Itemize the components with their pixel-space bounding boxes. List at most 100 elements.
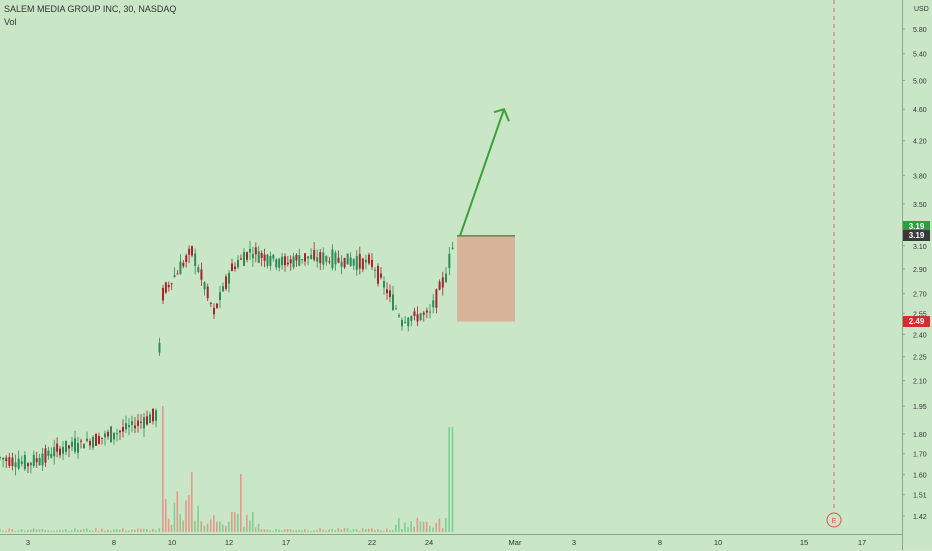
price-tick-label: 3.10 — [913, 244, 927, 251]
volume-bar — [107, 529, 109, 532]
candle-body — [237, 260, 239, 268]
candle-body — [137, 420, 139, 426]
target-arrow — [459, 108, 505, 237]
candle-body — [304, 253, 306, 262]
candle-body — [284, 256, 286, 266]
candle-body — [377, 265, 379, 284]
candle-body — [260, 252, 263, 258]
price-tick-label: 2.10 — [913, 379, 927, 386]
candle-body — [441, 277, 444, 288]
price-tick-label: 1.51 — [913, 493, 927, 500]
volume-bar — [27, 530, 29, 532]
volume-bar — [176, 491, 179, 532]
volume-bar — [134, 529, 136, 532]
candle-body — [367, 254, 370, 264]
candle-body — [246, 252, 248, 260]
candle-body — [349, 257, 352, 266]
volume-bar — [2, 530, 4, 532]
volume-bar — [216, 521, 218, 532]
volume-bar — [284, 529, 286, 532]
volume-bar — [194, 520, 196, 532]
candle-body — [358, 254, 361, 269]
price-tick-label: 2.55 — [913, 311, 927, 318]
volume-bar — [295, 530, 298, 532]
volume-bar — [319, 528, 321, 532]
candle-body — [20, 461, 23, 465]
candle-body — [162, 287, 164, 301]
candle-body — [158, 342, 161, 353]
candle-body — [50, 453, 53, 458]
volume-bar — [398, 518, 400, 532]
volume-bar — [14, 530, 17, 532]
price-axis[interactable] — [902, 0, 932, 550]
candle-body — [83, 443, 85, 449]
candle-body — [173, 275, 176, 277]
volume-bar — [113, 529, 115, 532]
candle-body — [289, 259, 292, 264]
volume-bar — [122, 528, 124, 532]
candle-body — [216, 303, 218, 308]
volume-bar — [182, 520, 184, 532]
volume-bar — [386, 528, 388, 532]
candle-body — [98, 436, 100, 444]
volume-bar — [316, 530, 318, 532]
price-tick-label: 4.20 — [913, 139, 927, 146]
volume-bar — [155, 530, 157, 532]
candle-body — [448, 253, 451, 269]
volume-bar — [401, 528, 403, 532]
time-axis[interactable] — [0, 534, 902, 551]
volume-bar — [143, 528, 145, 532]
volume-bar — [249, 520, 251, 532]
plot-area[interactable] — [0, 0, 902, 534]
axis-layer: 5.80 5.40 5.00 4.60 4.20 3.80 3.50 3.10 2.90 2.70… — [26, 0, 929, 547]
volume-bar — [275, 528, 277, 532]
volume-bar — [422, 521, 425, 532]
volume-bar — [448, 427, 450, 532]
volume-bar — [0, 528, 1, 532]
candle-body — [310, 254, 313, 259]
candle-body — [104, 433, 106, 438]
candle-body — [219, 292, 221, 301]
volume-bar — [71, 530, 73, 532]
volume-label: Vol — [4, 17, 17, 27]
candle-body — [416, 314, 419, 322]
candle-body — [243, 252, 245, 266]
candle-body — [319, 252, 322, 264]
volume-bar — [278, 529, 280, 532]
volume-bar — [179, 514, 181, 532]
time-tick-label: 17 — [282, 538, 290, 547]
volume-bar — [310, 530, 312, 532]
volume-bar — [209, 519, 212, 532]
candle-body — [47, 450, 50, 456]
volume-bar — [98, 530, 100, 532]
volume-bar — [304, 529, 306, 532]
price-tick-label: 1.95 — [913, 404, 927, 411]
volume-bar — [340, 529, 343, 532]
volume-bar — [17, 530, 20, 532]
candle-body — [231, 263, 233, 271]
candle-body — [38, 457, 41, 466]
price-tick-label: 2.90 — [913, 267, 927, 274]
time-tick-label: 22 — [368, 538, 376, 547]
volume-bar — [225, 525, 227, 532]
candle-body — [240, 258, 242, 260]
candle-body — [164, 282, 167, 293]
volume-bar — [254, 527, 257, 532]
candle-body — [228, 272, 230, 284]
volume-bar — [416, 517, 419, 532]
volume-bar — [38, 529, 41, 532]
candle-body — [125, 423, 127, 430]
candle-body — [383, 281, 385, 288]
candle-body — [17, 458, 20, 469]
volume-bar — [410, 521, 412, 532]
candle-body — [222, 286, 224, 292]
candle-body — [346, 253, 349, 265]
candle-body — [286, 262, 289, 265]
volume-bar — [281, 530, 283, 532]
volume-bar — [149, 530, 151, 532]
symbol-title: SALEM MEDIA GROUP INC, 30, NASDAQ — [4, 4, 177, 14]
volume-bar — [389, 530, 391, 532]
candle-body — [95, 434, 97, 446]
candle-body — [5, 457, 8, 462]
